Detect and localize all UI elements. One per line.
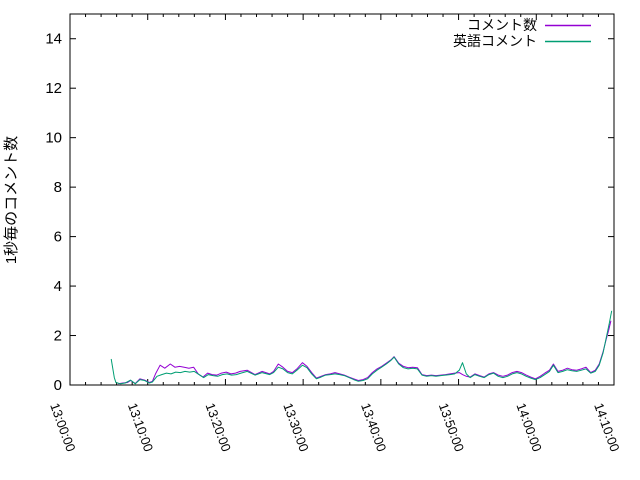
y-tick-label: 4 [54, 278, 62, 295]
x-tick-label: 13:10:00 [125, 401, 156, 454]
legend-label-english-comments: 英語コメント [453, 33, 537, 49]
x-tick-label: 13:30:00 [280, 401, 311, 454]
y-tick-label: 14 [45, 31, 62, 48]
y-tick-label: 6 [54, 229, 62, 246]
series-line-0 [118, 320, 612, 385]
x-tick-label: 13:20:00 [203, 401, 234, 454]
x-axis-tick-labels: 13:00:00 13:10:00 13:20:00 13:30:00 13:40:00… [47, 401, 622, 454]
legend: コメント数 英語コメント [453, 17, 591, 49]
y-tick-label: 2 [54, 328, 62, 345]
x-tick-label: 13:50:00 [436, 401, 467, 454]
y-axis-ticks [70, 38, 614, 386]
series-line-1 [110, 310, 613, 385]
y-axis-tick-labels: 0 2 4 6 8 10 12 14 [45, 31, 62, 394]
y-axis-title: 1秒毎のコメント数 [3, 136, 20, 264]
series-lines [110, 310, 613, 385]
x-tick-label: 13:00:00 [47, 401, 78, 454]
y-tick-label: 10 [45, 130, 62, 147]
x-axis-ticks [69, 14, 615, 385]
y-tick-label: 8 [54, 179, 62, 196]
y-tick-label: 0 [54, 377, 62, 394]
x-tick-label: 13:40:00 [358, 401, 389, 454]
x-tick-label: 14:10:00 [591, 401, 622, 454]
plot-frame [69, 13, 615, 386]
x-tick-label: 14:00:00 [513, 401, 544, 454]
legend-label-comments: コメント数 [467, 17, 537, 33]
y-tick-label: 12 [45, 80, 62, 97]
